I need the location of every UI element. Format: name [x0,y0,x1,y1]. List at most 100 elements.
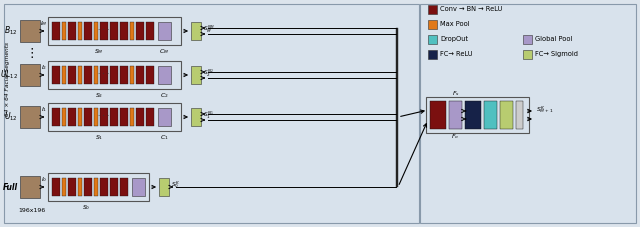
Bar [136,108,144,126]
Bar [120,178,128,196]
Bar [100,108,108,126]
Bar [48,103,181,131]
Bar [110,22,118,40]
Text: $I_2$: $I_2$ [41,63,47,72]
Text: $F_o$: $F_o$ [451,132,460,141]
Text: $C_M$: $C_M$ [159,47,170,56]
Bar [158,108,171,126]
Bar [428,35,437,44]
Bar [48,61,181,89]
Bar [100,66,108,84]
Bar [159,178,169,196]
Bar [146,108,154,126]
Bar [78,108,82,126]
Bar [120,108,128,126]
Bar [68,66,76,84]
Bar [52,108,60,126]
Bar [78,22,82,40]
Bar [20,20,40,42]
Text: FC→ ReLU: FC→ ReLU [440,51,472,57]
Text: $I_0$: $I_0$ [41,175,47,184]
Bar [396,28,398,187]
Text: 64 × 64 Facial Segments: 64 × 64 Facial Segments [6,42,10,116]
Text: $S_{M+1}^K$: $S_{M+1}^K$ [536,105,554,115]
Text: $S_1^{N_1}$: $S_1^{N_1}$ [203,109,214,121]
Text: $C_1$: $C_1$ [160,133,169,142]
Bar [428,20,437,29]
Text: $S_M$: $S_M$ [94,47,104,56]
Bar [4,4,419,223]
Bar [78,66,82,84]
Text: $C_2$: $C_2$ [160,91,169,100]
Bar [428,5,437,13]
Bar [48,17,181,45]
Bar [430,101,446,129]
Bar [84,178,92,196]
Bar [100,22,108,40]
Text: ⋮: ⋮ [26,47,38,59]
Bar [110,108,118,126]
Bar [158,66,171,84]
Text: DropOut: DropOut [440,36,468,42]
Text: $F_s$: $F_s$ [452,89,460,98]
Bar [100,178,108,196]
Bar [136,22,144,40]
Bar [426,97,529,133]
Bar [191,108,201,126]
Text: Global Pool: Global Pool [535,36,572,42]
Text: Conv → BN → ReLU: Conv → BN → ReLU [440,6,502,12]
Text: $S_1$: $S_1$ [95,133,103,142]
Bar [52,22,60,40]
Bar [120,66,128,84]
Bar [484,101,497,129]
Bar [110,178,118,196]
Text: $U_{12}$: $U_{12}$ [4,111,18,123]
Bar [110,66,118,84]
Bar [84,108,92,126]
Text: · · ·: · · · [99,113,109,119]
Bar [465,101,481,129]
Bar [94,178,98,196]
Text: $S_M^{N_M}$: $S_M^{N_M}$ [203,23,214,35]
Text: Max Pool: Max Pool [440,21,470,27]
Bar [146,22,154,40]
Bar [516,101,523,129]
Bar [48,173,149,201]
Text: · · ·: · · · [99,71,109,77]
Bar [68,22,76,40]
Bar [428,49,437,59]
Bar [20,64,40,86]
Bar [68,178,76,196]
Bar [94,66,98,84]
Text: $I_M$: $I_M$ [40,19,48,28]
Text: $UL_{12}$: $UL_{12}$ [0,69,18,81]
Bar [62,66,66,84]
Bar [62,108,66,126]
Bar [523,35,532,44]
Text: 196x196: 196x196 [19,209,45,214]
Bar [52,178,60,196]
Bar [94,22,98,40]
Text: $S_0$: $S_0$ [82,203,90,212]
Bar [130,66,134,84]
Text: $S_2^{N_2}$: $S_2^{N_2}$ [203,67,214,79]
Text: Full: Full [3,183,18,192]
Text: · · ·: · · · [99,27,109,33]
Text: $S_0^K$: $S_0^K$ [171,180,180,190]
Bar [449,101,462,129]
Bar [20,106,40,128]
Bar [130,22,134,40]
Bar [52,66,60,84]
Bar [158,22,171,40]
Bar [62,22,66,40]
Bar [68,108,76,126]
Bar [20,176,40,198]
Bar [84,66,92,84]
Text: FC→ Sigmoid: FC→ Sigmoid [535,51,578,57]
Bar [523,49,532,59]
Bar [420,4,636,223]
Text: $S_2$: $S_2$ [95,91,103,100]
Bar [136,66,144,84]
Bar [191,66,201,84]
Bar [78,178,82,196]
